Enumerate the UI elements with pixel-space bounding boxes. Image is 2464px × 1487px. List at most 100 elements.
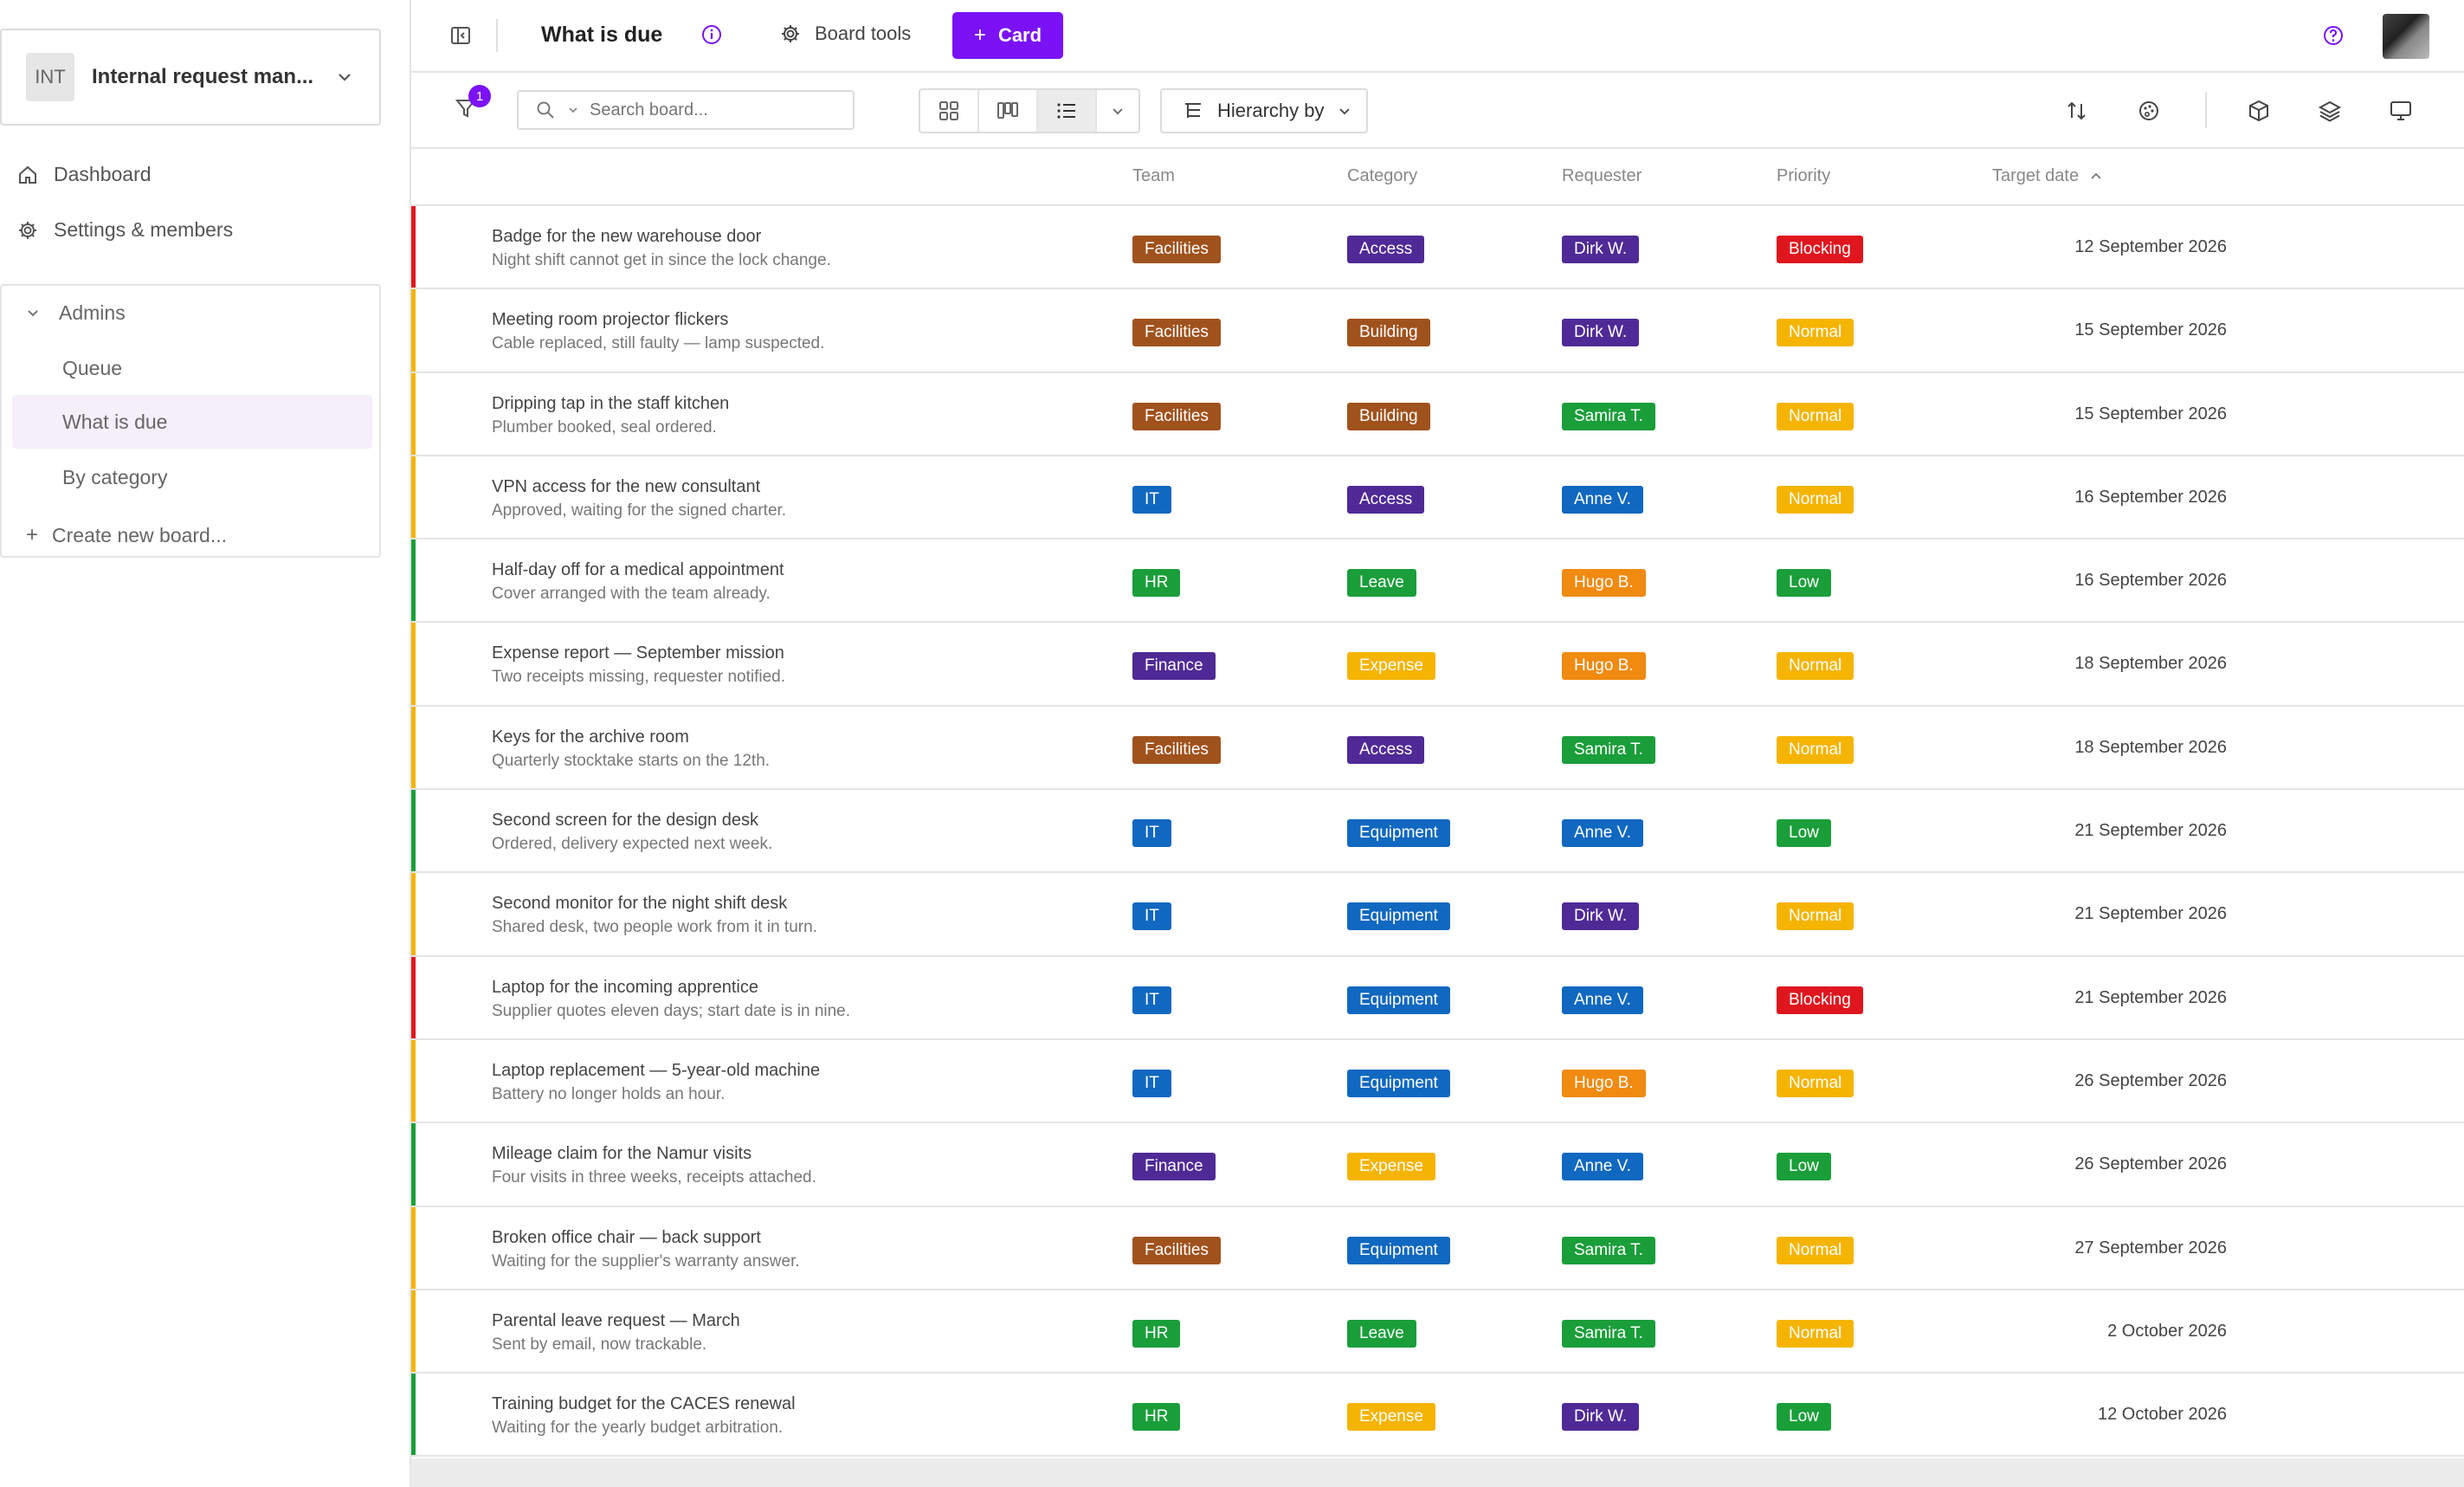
requester-tag[interactable]: Hugo B.	[1562, 652, 1646, 681]
target-date[interactable]: 21 September 2026	[2074, 904, 2227, 924]
target-date[interactable]: 15 September 2026	[2074, 404, 2227, 423]
chevron-down-icon[interactable]	[567, 104, 579, 116]
card-title[interactable]: VPN access for the new consultant	[492, 476, 761, 496]
priority-tag[interactable]: Normal	[1777, 902, 1854, 931]
card-title[interactable]: Half-day off for a medical appointment	[492, 560, 784, 580]
team-tag[interactable]: Facilities	[1132, 1236, 1221, 1264]
card-title[interactable]: Parental leave request — March	[492, 1310, 740, 1330]
priority-tag[interactable]: Blocking	[1777, 986, 1863, 1014]
category-tag[interactable]: Equipment	[1347, 902, 1450, 931]
requester-tag[interactable]: Anne V.	[1562, 1153, 1643, 1181]
info-icon[interactable]	[701, 24, 722, 49]
priority-tag[interactable]: Low	[1777, 1403, 1831, 1432]
card-title[interactable]: Broken office chair — back support	[492, 1227, 761, 1247]
search-box[interactable]	[517, 90, 855, 130]
table-row[interactable]: Half-day off for a medical appointment Co…	[411, 540, 2464, 624]
category-tag[interactable]: Equipment	[1347, 1236, 1450, 1264]
table-row[interactable]: Expense report — September mission Two re…	[411, 623, 2464, 707]
board-item-what-is-due[interactable]: What is due	[12, 395, 372, 449]
card-title[interactable]: Mileage claim for the Namur visits	[492, 1144, 752, 1164]
column-header-category[interactable]: Category	[1347, 166, 1417, 186]
requester-tag[interactable]: Anne V.	[1562, 819, 1643, 848]
target-date[interactable]: 21 September 2026	[2074, 821, 2227, 841]
card-title[interactable]: Expense report — September mission	[492, 643, 784, 663]
card-title[interactable]: Laptop for the incoming apprentice	[492, 977, 758, 997]
team-tag[interactable]: HR	[1132, 1319, 1181, 1348]
requester-tag[interactable]: Hugo B.	[1562, 569, 1646, 598]
kanban-view-button[interactable]	[979, 90, 1038, 132]
card-title[interactable]: Second monitor for the night shift desk	[492, 894, 788, 914]
target-date[interactable]: 12 October 2026	[2098, 1405, 2227, 1425]
card-title[interactable]: Badge for the new warehouse door	[492, 227, 762, 246]
target-date[interactable]: 12 September 2026	[2074, 237, 2227, 256]
table-row[interactable]: Parental leave request — March Sent by em…	[411, 1290, 2464, 1374]
cube-icon[interactable]	[2247, 99, 2271, 127]
requester-tag[interactable]: Dirk W.	[1562, 236, 1640, 263]
priority-tag[interactable]: Low	[1777, 819, 1831, 848]
workspace-switcher[interactable]: INT Internal request man...	[0, 29, 381, 126]
requester-tag[interactable]: Samira T.	[1562, 1319, 1655, 1348]
board-tools-button[interactable]: Board tools	[780, 23, 911, 45]
create-board-button[interactable]: + Create new board...	[26, 523, 227, 547]
priority-tag[interactable]: Normal	[1777, 319, 1854, 347]
requester-tag[interactable]: Samira T.	[1562, 1236, 1655, 1264]
priority-tag[interactable]: Low	[1777, 1153, 1831, 1181]
team-tag[interactable]: IT	[1132, 986, 1171, 1014]
target-date[interactable]: 16 September 2026	[2074, 487, 2227, 507]
category-tag[interactable]: Leave	[1347, 569, 1416, 598]
search-input[interactable]	[590, 100, 815, 120]
card-title[interactable]: Laptop replacement — 5-year-old machine	[492, 1060, 821, 1080]
requester-tag[interactable]: Dirk W.	[1562, 319, 1640, 347]
column-header-target-date[interactable]: Target date	[1992, 166, 2103, 186]
target-date[interactable]: 26 September 2026	[2074, 1070, 2227, 1090]
team-tag[interactable]: Facilities	[1132, 402, 1221, 430]
requester-tag[interactable]: Dirk W.	[1562, 1403, 1640, 1432]
target-date[interactable]: 27 September 2026	[2074, 1238, 2227, 1257]
team-tag[interactable]: HR	[1132, 569, 1181, 598]
target-date[interactable]: 18 September 2026	[2074, 654, 2227, 674]
group-header[interactable]: Admins	[26, 301, 126, 325]
table-row[interactable]: Dripping tap in the staff kitchen Plumber…	[411, 372, 2464, 456]
board-item-queue[interactable]: Queue	[12, 341, 372, 395]
team-tag[interactable]: IT	[1132, 819, 1171, 848]
priority-tag[interactable]: Normal	[1777, 735, 1854, 764]
table-row[interactable]: Training budget for the CACES renewal Wai…	[411, 1374, 2464, 1458]
requester-tag[interactable]: Anne V.	[1562, 485, 1643, 514]
help-icon[interactable]	[2322, 24, 2345, 51]
target-date[interactable]: 18 September 2026	[2074, 737, 2227, 757]
team-tag[interactable]: IT	[1132, 902, 1171, 931]
view-dropdown-button[interactable]	[1097, 90, 1138, 132]
requester-tag[interactable]: Anne V.	[1562, 986, 1643, 1014]
priority-tag[interactable]: Low	[1777, 569, 1831, 598]
table-row[interactable]: Mileage claim for the Namur visits Four v…	[411, 1123, 2464, 1207]
category-tag[interactable]: Equipment	[1347, 819, 1450, 848]
team-tag[interactable]: Facilities	[1132, 319, 1221, 347]
requester-tag[interactable]: Samira T.	[1562, 402, 1655, 430]
table-row[interactable]: Laptop replacement — 5-year-old machine B…	[411, 1039, 2464, 1124]
category-tag[interactable]: Expense	[1347, 1403, 1435, 1432]
requester-tag[interactable]: Samira T.	[1562, 735, 1655, 764]
column-header-team[interactable]: Team	[1132, 166, 1175, 186]
priority-tag[interactable]: Normal	[1777, 1069, 1854, 1097]
target-date[interactable]: 2 October 2026	[2107, 1321, 2227, 1341]
priority-tag[interactable]: Blocking	[1777, 236, 1863, 263]
team-tag[interactable]: Finance	[1132, 1153, 1216, 1181]
add-card-button[interactable]: + Card	[952, 12, 1063, 59]
category-tag[interactable]: Equipment	[1347, 1069, 1450, 1097]
requester-tag[interactable]: Hugo B.	[1562, 1069, 1646, 1097]
layers-icon[interactable]	[2318, 99, 2342, 127]
monitor-icon[interactable]	[2389, 99, 2413, 127]
category-tag[interactable]: Equipment	[1347, 986, 1450, 1014]
column-header-requester[interactable]: Requester	[1562, 166, 1642, 186]
card-title[interactable]: Keys for the archive room	[492, 727, 689, 747]
category-tag[interactable]: Access	[1347, 735, 1425, 764]
hierarchy-dropdown[interactable]: Hierarchy by	[1160, 88, 1368, 133]
nav-dashboard[interactable]: Dashboard	[17, 163, 152, 186]
card-title[interactable]: Training budget for the CACES renewal	[492, 1394, 796, 1414]
card-title[interactable]: Meeting room projector flickers	[492, 310, 729, 330]
category-tag[interactable]: Leave	[1347, 1319, 1416, 1348]
team-tag[interactable]: IT	[1132, 485, 1171, 514]
avatar[interactable]	[2383, 14, 2429, 59]
category-tag[interactable]: Access	[1347, 485, 1425, 514]
chevron-down-icon[interactable]	[336, 68, 353, 90]
